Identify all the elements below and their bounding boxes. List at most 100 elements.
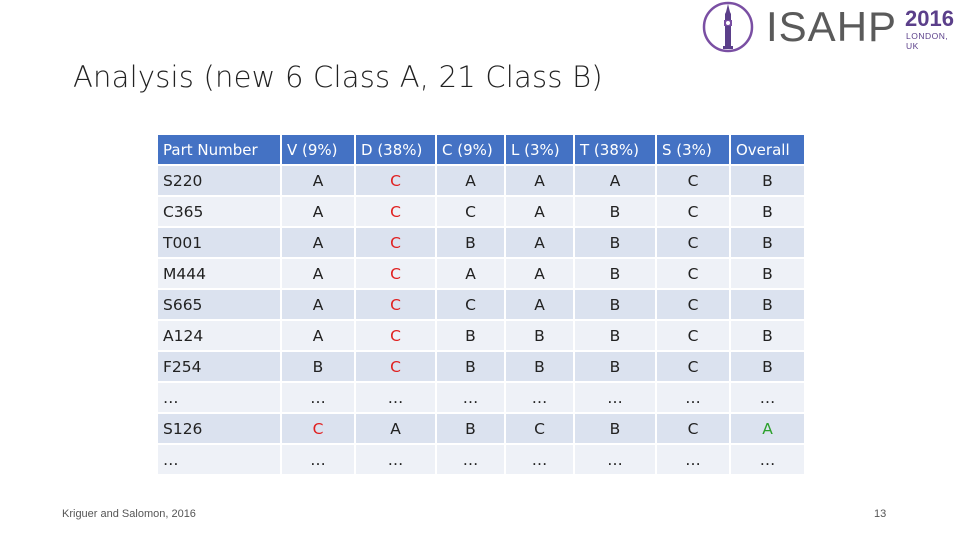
cell-s: C — [657, 321, 729, 350]
header-t: T (38%) — [575, 135, 655, 164]
cell-part: A124 — [158, 321, 280, 350]
cell-t: B — [575, 259, 655, 288]
cell-overall: B — [731, 352, 804, 381]
cell-s: C — [657, 166, 729, 195]
table-row: S126 C A B C B C A — [158, 414, 804, 443]
cell-v: A — [282, 197, 354, 226]
cell-t: B — [575, 321, 655, 350]
header-c: C (9%) — [437, 135, 504, 164]
cell-d: A — [356, 414, 435, 443]
cell-s: C — [657, 259, 729, 288]
header-l: L (3%) — [506, 135, 573, 164]
cell-part: C365 — [158, 197, 280, 226]
cell-s: C — [657, 197, 729, 226]
cell-l: A — [506, 259, 573, 288]
cell-t: B — [575, 228, 655, 257]
cell-t: … — [575, 445, 655, 474]
header-s: S (3%) — [657, 135, 729, 164]
cell-c: A — [437, 259, 504, 288]
cell-overall: B — [731, 259, 804, 288]
cell-c: A — [437, 166, 504, 195]
cell-overall: … — [731, 383, 804, 412]
cell-part: … — [158, 445, 280, 474]
slide-title: Analysis (new 6 Class A, 21 Class B) — [73, 60, 603, 94]
cell-overall: B — [731, 228, 804, 257]
cell-part: M444 — [158, 259, 280, 288]
cell-l: A — [506, 197, 573, 226]
cell-l: A — [506, 166, 573, 195]
cell-c: C — [437, 197, 504, 226]
cell-s: … — [657, 383, 729, 412]
cell-part: F254 — [158, 352, 280, 381]
cell-c: B — [437, 321, 504, 350]
cell-v: A — [282, 321, 354, 350]
cell-part: S126 — [158, 414, 280, 443]
cell-d: C — [356, 321, 435, 350]
cell-v: A — [282, 166, 354, 195]
cell-c: … — [437, 445, 504, 474]
cell-part: T001 — [158, 228, 280, 257]
cell-s: C — [657, 352, 729, 381]
cell-l: B — [506, 352, 573, 381]
cell-l: C — [506, 414, 573, 443]
cell-d: … — [356, 445, 435, 474]
cell-l: … — [506, 445, 573, 474]
page-number: 13 — [874, 508, 887, 520]
table-row-ellipsis: … … … … … … … … — [158, 445, 804, 474]
big-ben-icon — [702, 1, 754, 53]
cell-v: A — [282, 290, 354, 319]
cell-d: C — [356, 259, 435, 288]
cell-l: … — [506, 383, 573, 412]
header-d: D (38%) — [356, 135, 435, 164]
footer-citation: Kriguer and Salomon, 2016 — [62, 508, 196, 520]
cell-part: S220 — [158, 166, 280, 195]
cell-t: B — [575, 352, 655, 381]
cell-overall: B — [731, 166, 804, 195]
cell-part: S665 — [158, 290, 280, 319]
cell-overall: A — [731, 414, 804, 443]
cell-v: … — [282, 383, 354, 412]
table-row: M444 A C A A B C B — [158, 259, 804, 288]
cell-d: C — [356, 166, 435, 195]
cell-d: C — [356, 228, 435, 257]
table-header-row: Part Number V (9%) D (38%) C (9%) L (3%)… — [158, 135, 804, 164]
cell-d: C — [356, 290, 435, 319]
table-row: C365 A C C A B C B — [158, 197, 804, 226]
logo-year: 2016 — [905, 6, 954, 31]
cell-v: … — [282, 445, 354, 474]
cell-v: C — [282, 414, 354, 443]
cell-v: A — [282, 228, 354, 257]
cell-c: C — [437, 290, 504, 319]
table-row: S220 A C A A A C B — [158, 166, 804, 195]
cell-v: A — [282, 259, 354, 288]
cell-l: B — [506, 321, 573, 350]
header-v: V (9%) — [282, 135, 354, 164]
analysis-table: Part Number V (9%) D (38%) C (9%) L (3%)… — [156, 133, 806, 476]
cell-overall: B — [731, 321, 804, 350]
table-row: F254 B C B B B C B — [158, 352, 804, 381]
logo-city: LONDON, UK — [906, 31, 949, 51]
cell-t: B — [575, 197, 655, 226]
cell-overall: B — [731, 197, 804, 226]
cell-c: B — [437, 414, 504, 443]
cell-c: B — [437, 228, 504, 257]
cell-t: B — [575, 290, 655, 319]
logo-wordmark: ISAHP — [766, 3, 898, 50]
cell-t: A — [575, 166, 655, 195]
cell-c: … — [437, 383, 504, 412]
cell-s: C — [657, 414, 729, 443]
cell-s: C — [657, 228, 729, 257]
cell-t: … — [575, 383, 655, 412]
cell-c: B — [437, 352, 504, 381]
table-row-ellipsis: … … … … … … … … — [158, 383, 804, 412]
cell-l: A — [506, 290, 573, 319]
cell-overall: B — [731, 290, 804, 319]
cell-s: … — [657, 445, 729, 474]
cell-overall: … — [731, 445, 804, 474]
header-part-number: Part Number — [158, 135, 280, 164]
table-row: A124 A C B B B C B — [158, 321, 804, 350]
cell-d: … — [356, 383, 435, 412]
header-overall: Overall — [731, 135, 804, 164]
cell-d: C — [356, 197, 435, 226]
cell-d: C — [356, 352, 435, 381]
